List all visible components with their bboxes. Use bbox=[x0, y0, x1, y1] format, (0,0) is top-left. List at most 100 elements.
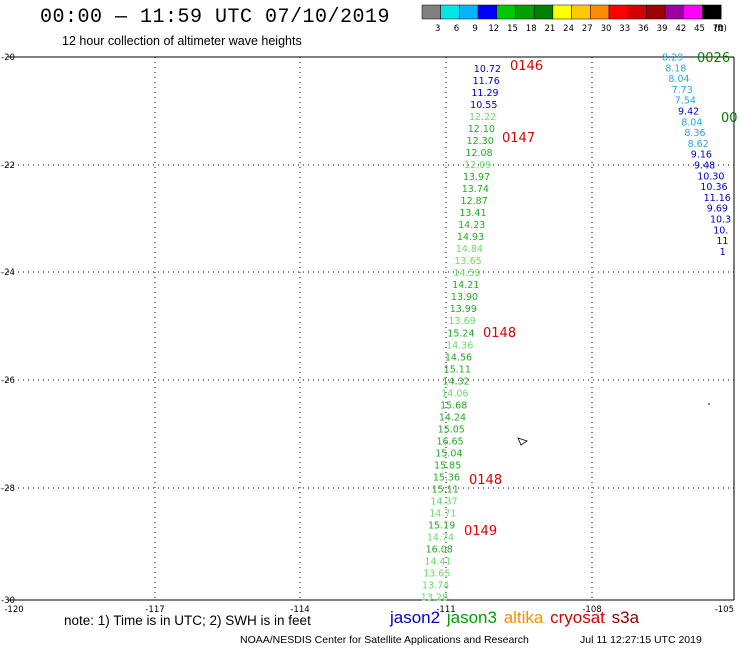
wave-height-value: 15.04 bbox=[435, 448, 462, 459]
colorbar-tick-label: 42 bbox=[675, 24, 686, 34]
lat-lon-grid bbox=[8, 57, 734, 600]
wave-height-value: 13.28 bbox=[421, 593, 448, 604]
wave-height-value: 13.41 bbox=[459, 208, 486, 219]
wave-height-value: 14.74 bbox=[427, 532, 454, 543]
wave-height-value: 14.23 bbox=[458, 220, 485, 231]
pass-number-label: 0148 bbox=[483, 326, 516, 341]
island-markers bbox=[517, 403, 710, 446]
credit-line: NOAA/NESDIS Center for Satellite Applica… bbox=[240, 634, 529, 646]
colorbar-swatch bbox=[683, 4, 703, 20]
wave-height-value: 9.42 bbox=[678, 107, 699, 118]
legend-altika: altika bbox=[503, 608, 544, 627]
wave-height-value: 8.29 bbox=[662, 53, 683, 64]
wave-height-value: 11.76 bbox=[473, 76, 500, 87]
wave-height-value: 14.41 bbox=[424, 556, 451, 567]
longitude-label: -108 bbox=[582, 605, 601, 615]
island-dot bbox=[708, 403, 710, 405]
wave-height-value: 15.85 bbox=[434, 460, 461, 471]
axis-labels: -20 -22 -24 -26 -28 -30-120 -117 -114 -111 -108 -1… bbox=[1, 53, 734, 615]
pass-labels: 0146 0147 0148 0148 0149 0026 00 bbox=[464, 51, 738, 539]
colorbar-tick-label: 39 bbox=[657, 24, 668, 34]
colorbar-swatch bbox=[571, 4, 591, 20]
wave-height-value: 12.08 bbox=[465, 148, 492, 159]
colorbar-swatch bbox=[533, 4, 554, 20]
wave-height-value: 10.55 bbox=[470, 100, 497, 111]
colorbar-tick-label: 45 bbox=[694, 24, 705, 34]
latitude-label: -30 bbox=[1, 596, 15, 606]
wave-height-value: 12.10 bbox=[468, 124, 495, 135]
colorbar-swatch bbox=[496, 4, 516, 20]
colorbar-tick-label: 70 bbox=[713, 24, 724, 34]
wave-height-value: 13.99 bbox=[450, 304, 477, 315]
wave-height-value: 7.54 bbox=[675, 96, 696, 107]
longitude-label: -111 bbox=[436, 605, 455, 615]
pass-number-label: 0026 bbox=[697, 51, 730, 66]
map-title: 00:00 — 11:59 UTC 07/10/2019 bbox=[40, 6, 391, 29]
colorbar-tick-label: 27 bbox=[582, 24, 593, 34]
pass-number-label: 00 bbox=[721, 111, 738, 126]
wave-height-value: 13.90 bbox=[451, 292, 478, 303]
colorbar-swatch bbox=[627, 4, 647, 20]
wave-height-value: 14.24 bbox=[439, 412, 466, 423]
wave-height-value: 9.48 bbox=[694, 161, 715, 172]
colorbar-tick-label: 15 bbox=[507, 24, 518, 34]
wave-height-value: 15.19 bbox=[428, 520, 455, 531]
pass-number-label: 0147 bbox=[502, 131, 535, 146]
wave-height-value: 13.74 bbox=[462, 184, 489, 195]
longitude-label: -120 bbox=[4, 605, 23, 615]
colorbar-tick-label: 12 bbox=[488, 24, 499, 34]
wave-height-value: 10.36 bbox=[700, 182, 727, 193]
wave-height-value: 9.69 bbox=[707, 204, 728, 215]
longitude-label: -105 bbox=[715, 605, 734, 615]
wave-height-value: 8.62 bbox=[688, 139, 709, 150]
latitude-label: -24 bbox=[1, 268, 15, 278]
latitude-label: -28 bbox=[1, 484, 15, 494]
wave-height-value: 10.3 bbox=[710, 215, 731, 226]
wave-height-value: 15.11 bbox=[444, 364, 471, 375]
colorbar-tick-label: 21 bbox=[544, 24, 555, 34]
wave-height-value: 10.30 bbox=[697, 171, 724, 182]
colorbar-swatch bbox=[440, 4, 460, 20]
wave-height-value: 14.37 bbox=[430, 496, 457, 507]
wave-height-value: 15.36 bbox=[433, 472, 460, 483]
map-frame bbox=[8, 56, 735, 601]
colorbar-swatch bbox=[515, 4, 535, 20]
colorbar-legend: 3 6 9 12 15 18 21 24 27 30 33 36 39 42 45 70(ft) bbox=[421, 4, 727, 34]
pass-number-label: 0149 bbox=[464, 524, 497, 539]
colorbar-tick-label: 6 bbox=[454, 24, 459, 34]
wave-height-value: 8.04 bbox=[681, 117, 702, 128]
colorbar-tick-label: 18 bbox=[526, 24, 537, 34]
colorbar-unit: (ft) bbox=[714, 24, 727, 34]
latitude-label: -20 bbox=[1, 53, 15, 63]
wave-height-value: 13.69 bbox=[449, 316, 476, 327]
legend-cryosat: cryosat bbox=[550, 608, 605, 627]
legend-s3a: s3a bbox=[611, 608, 640, 627]
wave-height-value: 12.87 bbox=[461, 196, 488, 207]
wave-height-value: 14.56 bbox=[445, 352, 472, 363]
island-outline bbox=[517, 437, 528, 446]
wave-height-value: 15.68 bbox=[440, 400, 467, 411]
legend-jason2: jason2 bbox=[390, 608, 441, 627]
colorbar-tick-label: 9 bbox=[472, 24, 477, 34]
latitude-label: -26 bbox=[1, 376, 15, 386]
wave-height-value: 15.11 bbox=[432, 484, 459, 495]
colorbar-tick-label: 3 bbox=[435, 24, 440, 34]
colorbar-swatch bbox=[421, 4, 441, 20]
longitude-label: -114 bbox=[290, 605, 309, 615]
pass-number-label: 0146 bbox=[510, 59, 543, 74]
wave-height-value: 12.30 bbox=[467, 136, 494, 147]
wave-height-value: 13.74 bbox=[422, 580, 449, 591]
generation-timestamp: Jul 11 12:27:15 UTC 2019 bbox=[580, 634, 702, 646]
pass-number-label: 0148 bbox=[469, 473, 502, 488]
wave-height-value: 13.97 bbox=[463, 172, 490, 183]
wave-height-value: 14.36 bbox=[446, 340, 473, 351]
wave-height-value: 16.08 bbox=[426, 544, 453, 555]
wave-height-value: 14.84 bbox=[456, 244, 483, 255]
satellite-tracks: 10.7211.7611.2910.5512.2212.1012.3012.08… bbox=[421, 53, 731, 604]
colorbar-swatch bbox=[552, 4, 572, 20]
wave-height-value: 15.05 bbox=[438, 424, 465, 435]
wave-height-value: 16.65 bbox=[436, 436, 463, 447]
colorbar-swatch bbox=[459, 4, 479, 20]
wave-height-value: 13.65 bbox=[455, 256, 482, 267]
